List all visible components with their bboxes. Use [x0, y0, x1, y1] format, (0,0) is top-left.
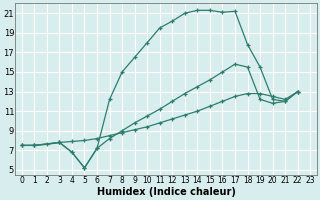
X-axis label: Humidex (Indice chaleur): Humidex (Indice chaleur) [97, 187, 236, 197]
